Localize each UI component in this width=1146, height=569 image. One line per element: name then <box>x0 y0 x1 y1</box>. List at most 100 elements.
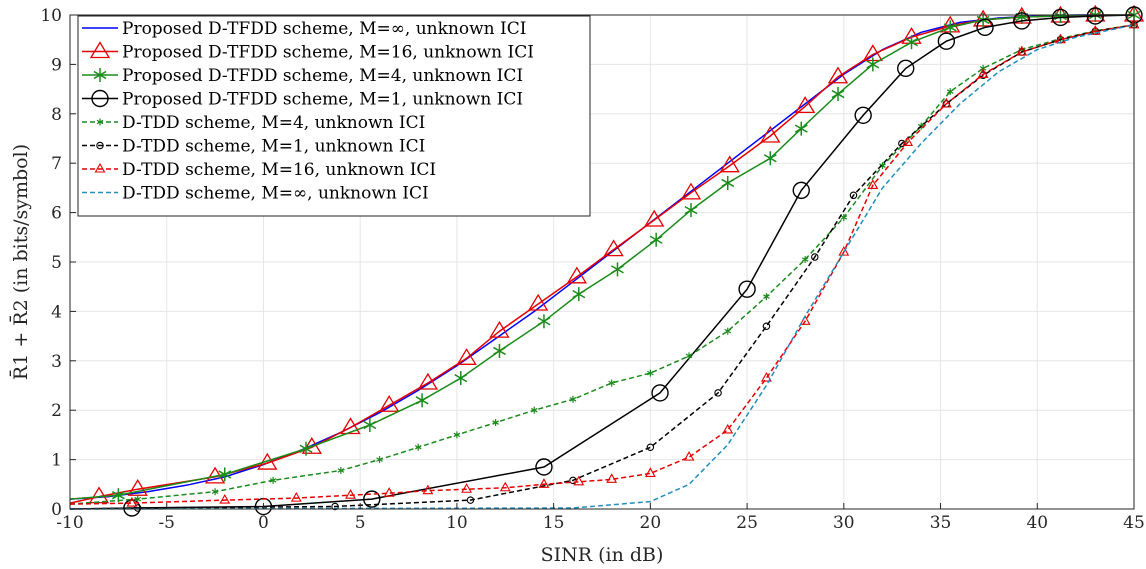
marker-stroke <box>831 89 845 99</box>
marker-triangle <box>1089 25 1101 35</box>
legend-item: Proposed D-TFDD scheme, M=4, unknown ICI <box>82 66 523 86</box>
marker-triangle <box>461 483 473 493</box>
marker-triangle <box>794 96 816 114</box>
legend-item: Proposed D-TFDD scheme, M=∞, unknown ICI <box>82 19 526 39</box>
marker-stroke <box>363 420 377 430</box>
y-tick-label: 9 <box>51 55 62 75</box>
x-tick-label: 15 <box>543 513 565 533</box>
marker-triangle <box>417 372 439 390</box>
marker-stroke <box>946 89 954 94</box>
marker-stroke <box>211 489 219 494</box>
marker-asterisk <box>840 214 848 222</box>
legend-label: Proposed D-TFDD scheme, M=4, unknown ICI <box>122 66 523 86</box>
marker-stroke <box>414 444 422 450</box>
legend-label: D-TDD scheme, M=1, unknown ICI <box>122 137 425 157</box>
legend-label: Proposed D-TFDD scheme, M=∞, unknown ICI <box>122 19 526 39</box>
marker-asterisk <box>905 35 918 50</box>
marker-asterisk <box>763 293 770 301</box>
marker-stroke <box>611 265 624 274</box>
y-tick-label: 6 <box>51 204 62 224</box>
marker-asterisk <box>801 256 809 264</box>
marker-asterisk <box>684 203 698 218</box>
marker-stroke <box>493 346 506 356</box>
marker-triangle <box>257 452 278 470</box>
marker-stroke <box>299 444 313 453</box>
x-tick-label: -5 <box>158 513 175 533</box>
marker-asterisk <box>93 68 107 82</box>
marker-circle <box>1086 7 1105 25</box>
y-tick-label: 3 <box>51 352 62 372</box>
marker-stroke <box>608 380 616 386</box>
marker-triangle <box>345 489 356 499</box>
marker-asterisk <box>269 476 277 484</box>
legend: Proposed D-TFDD scheme, M=∞, unknown ICI… <box>77 15 591 217</box>
series-8 <box>70 24 1135 510</box>
marker-stroke <box>724 328 732 334</box>
x-tick-label: -10 <box>56 513 83 533</box>
marker-triangle <box>489 320 510 338</box>
y-tick-label: 2 <box>51 401 62 421</box>
series-layer <box>70 5 1145 517</box>
marker-asterisk <box>649 232 663 247</box>
series-line <box>70 24 1135 505</box>
marker-asterisk <box>569 395 577 403</box>
marker-circle <box>738 280 756 298</box>
marker-asterisk <box>493 343 506 358</box>
series-4 <box>70 6 1143 517</box>
x-tick-label: 20 <box>640 513 662 533</box>
marker-stroke <box>647 370 654 376</box>
marker-triangle <box>827 66 849 84</box>
marker-circle <box>646 443 655 451</box>
marker-circle <box>849 191 858 200</box>
marker-triangle <box>499 481 511 492</box>
marker-circle <box>1051 8 1070 27</box>
marker-circle <box>133 504 142 512</box>
y-tick-label: 8 <box>51 105 62 125</box>
y-tick-label: 7 <box>51 154 62 174</box>
marker-circle <box>363 490 381 508</box>
x-tick-label: 45 <box>1123 513 1145 533</box>
marker-triangle <box>760 371 772 382</box>
marker-circle <box>96 141 104 150</box>
x-tick-label: 0 <box>258 513 269 533</box>
marker-asterisk <box>454 371 468 386</box>
x-tick-label: 10 <box>446 513 468 533</box>
marker-triangle <box>977 68 989 78</box>
marker-asterisk <box>96 118 104 126</box>
marker-asterisk <box>724 327 732 335</box>
marker-asterisk <box>572 287 586 302</box>
marker-stroke <box>337 468 345 473</box>
series-line <box>70 24 1135 510</box>
x-tick-label: 30 <box>833 513 855 533</box>
marker-triangle <box>603 239 624 257</box>
series-line <box>70 24 1135 510</box>
marker-triangle <box>89 41 111 59</box>
series-7 <box>70 18 1140 507</box>
x-tick-label: 5 <box>355 513 366 533</box>
marker-triangle <box>566 266 587 284</box>
marker-triangle <box>290 492 302 502</box>
marker-triangle <box>94 162 106 173</box>
marker-asterisk <box>946 88 954 96</box>
legend-item: Proposed D-TFDD scheme, M=1, unknown ICI <box>82 90 523 110</box>
marker-stroke <box>454 373 468 383</box>
marker-stroke <box>572 289 586 299</box>
marker-asterisk <box>337 466 345 474</box>
y-tick-label: 4 <box>51 302 62 322</box>
marker-stroke <box>96 119 104 125</box>
y-axis-label: R̄1 + R̄2 (in bits/symbol) <box>9 144 32 380</box>
marker-stroke <box>415 396 429 405</box>
marker-asterisk <box>866 57 880 72</box>
marker-asterisk <box>721 175 735 190</box>
marker-triangle <box>940 97 952 108</box>
series-1 <box>70 14 1134 500</box>
y-tick-label: 10 <box>40 6 62 26</box>
marker-stroke <box>866 60 880 69</box>
marker-asterisk <box>363 418 377 433</box>
marker-triangle <box>573 475 585 486</box>
marker-asterisk <box>763 151 777 166</box>
marker-asterisk <box>537 314 551 329</box>
marker-triangle <box>722 423 734 434</box>
